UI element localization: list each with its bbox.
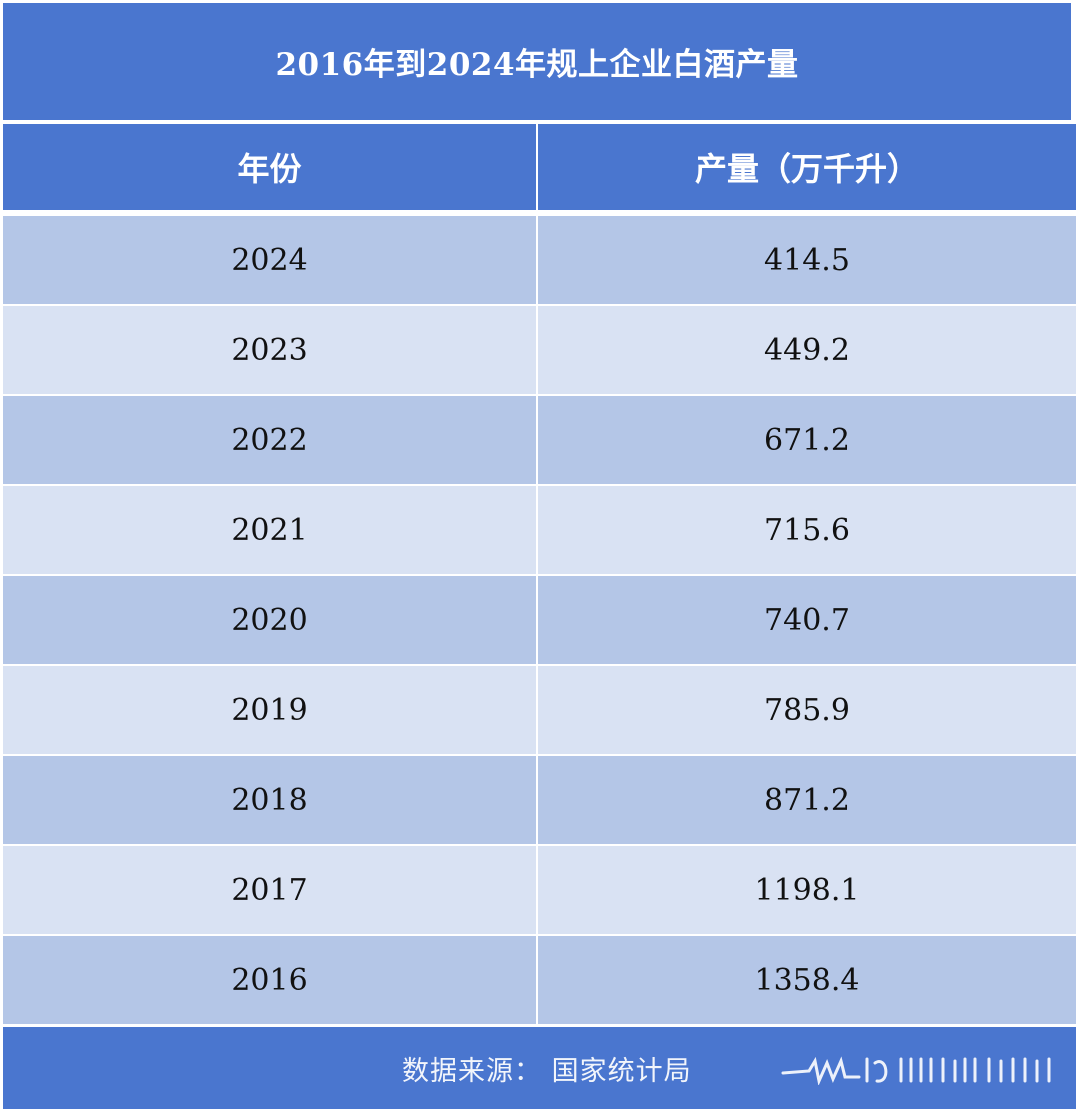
- table-row: 2020 740.7: [3, 576, 1076, 664]
- year-cell: 2020: [3, 576, 536, 664]
- data-table: 年份 产量（万千升） 2024 414.5 2023 449.2 2022 671.2 20…: [3, 124, 1076, 1024]
- table-row: 2021 715.6: [3, 486, 1076, 574]
- column-header-year: 年份: [237, 150, 302, 188]
- year-cell: 2021: [3, 486, 536, 574]
- output-cell: 449.2: [538, 306, 1076, 394]
- table-row: 2023 449.2: [3, 306, 1076, 394]
- table-header-row: 年份 产量（万千升）: [3, 124, 1076, 210]
- output-cell: 1358.4: [538, 936, 1076, 1024]
- output-cell: 785.9: [538, 666, 1076, 754]
- year-cell: 2024: [3, 216, 536, 304]
- year-cell: 2017: [3, 846, 536, 934]
- table-row: 2018 871.2: [3, 756, 1076, 844]
- year-cell: 2018: [3, 756, 536, 844]
- output-cell: 414.5: [538, 216, 1076, 304]
- year-cell: 2022: [3, 396, 536, 484]
- output-cell: 871.2: [538, 756, 1076, 844]
- column-header-output: 产量（万千升）: [536, 124, 1076, 210]
- table-row: 2022 671.2: [3, 396, 1076, 484]
- output-cell: 1198.1: [538, 846, 1076, 934]
- year-cell: 2023: [3, 306, 536, 394]
- output-cell: 671.2: [538, 396, 1076, 484]
- title-bar: 2016年到2024年规上企业白酒产量: [3, 3, 1071, 120]
- footer-bar: 数据来源： 国家统计局: [3, 1027, 1076, 1109]
- table-row: 2017 1198.1: [3, 846, 1076, 934]
- output-cell: 715.6: [538, 486, 1076, 574]
- output-cell: 740.7: [538, 576, 1076, 664]
- year-cell: 2016: [3, 936, 536, 1024]
- year-cell: 2019: [3, 666, 536, 754]
- watermark-scribble-icon: [781, 1056, 1051, 1085]
- table-body: 2024 414.5 2023 449.2 2022 671.2 2021 715.6 2020…: [3, 216, 1076, 1024]
- table-row: 2024 414.5: [3, 216, 1076, 304]
- data-source-text: 数据来源： 国家统计局: [402, 1056, 692, 1087]
- table-title: 2016年到2024年规上企业白酒产量: [275, 47, 799, 83]
- table-row: 2019 785.9: [3, 666, 1076, 754]
- table-row: 2016 1358.4: [3, 936, 1076, 1024]
